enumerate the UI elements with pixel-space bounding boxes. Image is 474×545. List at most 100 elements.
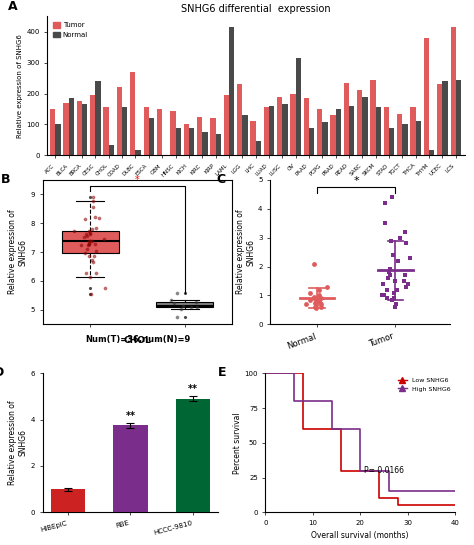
- Point: [316, 285, 323, 294]
- Point: [173, 288, 181, 297]
- Point: [310, 293, 318, 301]
- Text: A: A: [8, 0, 18, 13]
- Point: [193, 303, 201, 312]
- Bar: [55, 124, 61, 155]
- Text: E: E: [218, 366, 227, 379]
- Y-axis label: Percent survival: Percent survival: [233, 412, 242, 474]
- Point: [387, 236, 394, 245]
- Point: [192, 298, 200, 306]
- Bar: [363, 96, 368, 155]
- Text: P= 0.0166: P= 0.0166: [364, 467, 404, 475]
- Point: [178, 305, 185, 314]
- Point: [394, 256, 402, 265]
- Bar: [50, 109, 55, 155]
- Bar: [330, 115, 336, 155]
- Point: [88, 256, 96, 264]
- Point: [312, 297, 319, 306]
- Bar: [317, 109, 322, 155]
- Point: [315, 291, 322, 300]
- Text: C: C: [216, 173, 225, 186]
- Point: [85, 227, 93, 235]
- Point: [302, 300, 310, 308]
- Point: [385, 274, 392, 282]
- Bar: [296, 58, 301, 155]
- Point: [85, 239, 93, 248]
- Bar: [175, 128, 181, 155]
- Bar: [149, 118, 154, 155]
- Point: [313, 297, 321, 306]
- Bar: [344, 83, 349, 155]
- Bar: [255, 141, 261, 155]
- Bar: [176, 399, 210, 512]
- Bar: [109, 144, 114, 155]
- Point: [95, 214, 103, 222]
- Point: [173, 313, 181, 322]
- Bar: [283, 105, 288, 155]
- Point: [170, 298, 177, 307]
- Point: [101, 284, 109, 293]
- Point: [401, 227, 409, 236]
- Point: [386, 271, 394, 280]
- Point: [92, 269, 100, 278]
- Bar: [95, 81, 101, 155]
- Point: [393, 285, 401, 294]
- Point: [83, 245, 91, 254]
- Bar: [90, 95, 95, 155]
- Point: [312, 301, 320, 310]
- Y-axis label: Relative expression of
SNHG6: Relative expression of SNHG6: [236, 210, 255, 294]
- Point: [87, 289, 95, 298]
- Point: [307, 288, 314, 297]
- Point: [71, 226, 78, 235]
- Bar: [322, 122, 328, 155]
- Bar: [336, 109, 341, 155]
- Bar: [269, 106, 274, 155]
- Bar: [64, 103, 69, 155]
- Point: [83, 232, 91, 240]
- Bar: [82, 105, 87, 155]
- Point: [388, 295, 396, 304]
- Point: [91, 239, 99, 248]
- Text: **: **: [125, 410, 136, 421]
- Bar: [136, 150, 141, 155]
- Y-axis label: Relative expression of SNHG6: Relative expression of SNHG6: [18, 34, 24, 138]
- Y-axis label: Relative expression of
SNHG6: Relative expression of SNHG6: [9, 210, 28, 294]
- Point: [401, 271, 409, 280]
- Bar: [77, 101, 82, 155]
- Point: [312, 304, 320, 313]
- Bar: [69, 98, 74, 155]
- Bar: [130, 72, 136, 155]
- Legend: Low SNHG6, High SNHG6: Low SNHG6, High SNHG6: [396, 377, 452, 393]
- Point: [383, 285, 391, 294]
- Bar: [183, 124, 189, 155]
- Point: [316, 297, 323, 306]
- Point: [88, 225, 96, 234]
- Bar: [250, 122, 255, 155]
- Text: D: D: [0, 366, 4, 379]
- Bar: [357, 90, 363, 155]
- Point: [381, 198, 389, 207]
- Bar: [202, 132, 208, 155]
- Point: [380, 291, 387, 300]
- Point: [81, 232, 88, 241]
- Point: [82, 269, 90, 277]
- Point: [92, 246, 100, 255]
- Point: [311, 298, 319, 307]
- Y-axis label: Relative expression of
SNHG6: Relative expression of SNHG6: [9, 401, 28, 485]
- Bar: [416, 122, 421, 155]
- X-axis label: Overall survival (months): Overall survival (months): [311, 531, 409, 541]
- Point: [310, 259, 318, 268]
- Bar: [456, 80, 461, 155]
- PathPatch shape: [62, 231, 118, 253]
- Bar: [210, 118, 216, 155]
- Bar: [349, 106, 355, 155]
- Text: *: *: [354, 177, 359, 186]
- Point: [91, 213, 99, 221]
- Bar: [384, 107, 389, 155]
- Point: [86, 237, 93, 245]
- Point: [323, 282, 331, 291]
- Bar: [370, 80, 376, 155]
- Bar: [424, 38, 429, 155]
- Bar: [277, 96, 283, 155]
- Bar: [437, 84, 443, 155]
- Point: [77, 240, 84, 249]
